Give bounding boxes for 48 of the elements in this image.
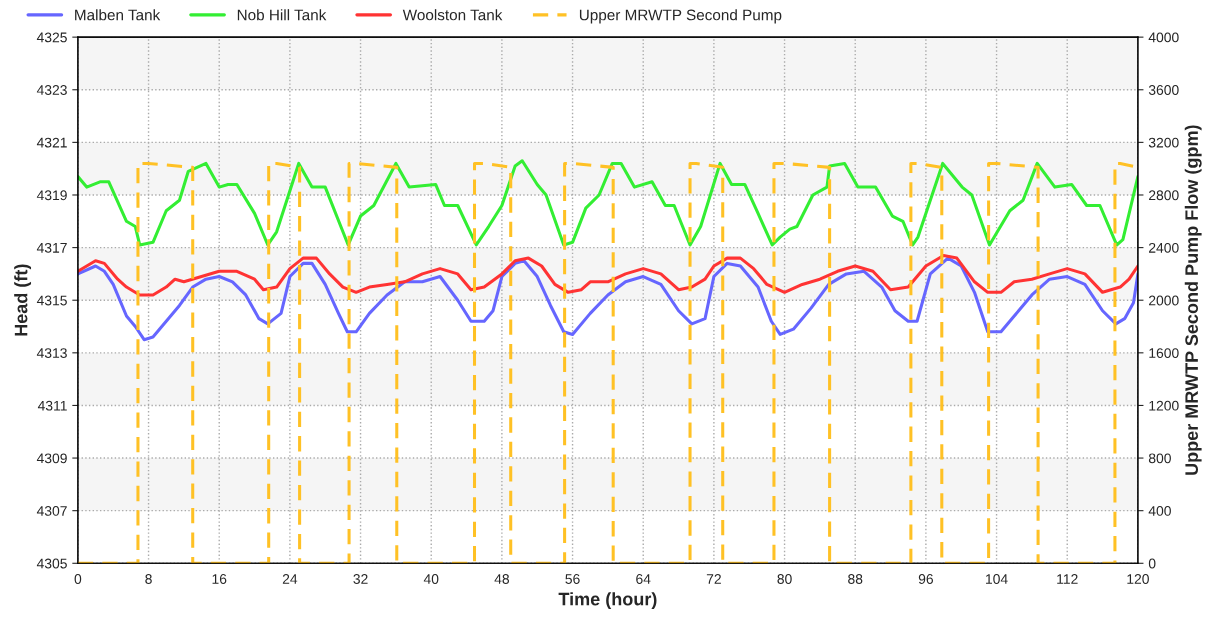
- y2-tick-label: 3600: [1148, 85, 1179, 95]
- line-series: [77, 256, 1138, 342]
- y2-tick-label: 3200: [1148, 137, 1179, 148]
- legend-label: Upper MRWTP Second Pump: [579, 9, 782, 24]
- y-tick-label: 4307: [36, 506, 67, 516]
- y-tick-label: 4309: [36, 453, 67, 464]
- x-tick-label: 104: [986, 574, 1008, 584]
- y2-axis-title: Upper MRWTP Second Pump Flow (gpm): [1184, 125, 1202, 475]
- x-tick-label: 112: [1057, 574, 1078, 584]
- x-tick-label: 48: [494, 574, 510, 584]
- y2-tick-label: 2000: [1149, 295, 1179, 306]
- y2-tick-label: 1600: [1149, 348, 1179, 358]
- x-tick-label: 40: [423, 574, 439, 584]
- y-tick-label: 4321: [36, 137, 67, 148]
- legend-label: Woolston Tank: [402, 9, 503, 21]
- y2-tick-label: 400: [1148, 506, 1171, 516]
- legend-label: Nob Hill Tank: [237, 9, 327, 21]
- line-series: [77, 159, 1138, 247]
- x-tick-label: 56: [565, 574, 580, 584]
- y-axis-title: Head (ft): [14, 264, 32, 336]
- y-tick-label: 4325: [36, 32, 67, 43]
- y-tick-label: 4311: [37, 400, 67, 411]
- y2-tick-label: 2800: [1149, 190, 1179, 201]
- x-tick-label: 64: [636, 574, 651, 584]
- y-tick-label: 4315: [36, 295, 67, 306]
- y-tick-label: 4319: [36, 190, 67, 201]
- x-tick-label: 96: [918, 574, 934, 584]
- y2-tick-label: 2400: [1149, 242, 1179, 253]
- x-tick-label: 0: [74, 574, 82, 584]
- y2-tick-label: 0: [1148, 558, 1156, 569]
- x-tick-label: 120: [1127, 574, 1149, 584]
- y2-tick-label: 4000: [1148, 32, 1179, 43]
- x-axis-title: Time (hour): [558, 592, 657, 610]
- y-tick-label: 4317: [36, 242, 67, 253]
- y2-tick-label: 1200: [1149, 400, 1179, 411]
- y-tick-label: 4323: [36, 85, 67, 95]
- x-tick-label: 88: [848, 574, 863, 584]
- x-tick-label: 8: [145, 574, 152, 584]
- x-tick-label: 24: [282, 574, 298, 584]
- line-series: [77, 253, 1138, 297]
- x-tick-label: 80: [777, 574, 792, 584]
- y-tick-label: 4313: [36, 348, 67, 358]
- y-tick-label: 4305: [36, 558, 67, 569]
- x-tick-label: 32: [353, 574, 368, 584]
- y2-tick-label: 800: [1148, 453, 1171, 464]
- x-tick-label: 72: [706, 574, 721, 584]
- x-tick-label: 16: [212, 574, 227, 584]
- legend-label: Malben Tank: [75, 9, 161, 21]
